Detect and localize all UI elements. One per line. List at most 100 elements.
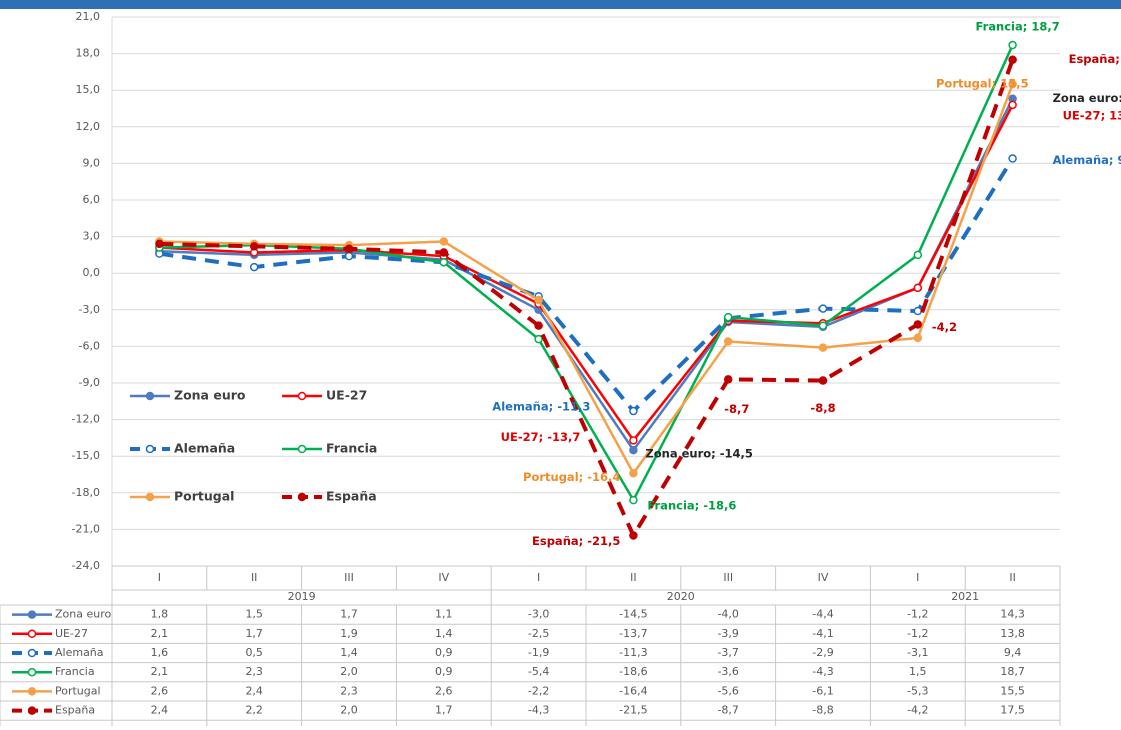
table-cell: -5,6 [717,684,738,697]
legend-marker [297,492,307,502]
table-cell: -21,5 [619,704,647,717]
table-cell: 1,4 [340,646,358,659]
data-point [534,295,543,305]
data-label: UE-27; 13,8 [1063,108,1121,122]
table-cell: 2,1 [151,627,169,640]
table-cell: 0,9 [435,665,453,678]
x-tick-label: III [344,571,354,584]
y-tick-label: 21,0 [76,10,101,23]
table-cell: 2,4 [151,704,169,717]
series-line [159,83,1014,475]
row-header: Zona euro [55,608,111,621]
y-tick-label: 0,0 [83,266,101,279]
data-point [723,375,733,384]
x-tick-label: I [916,571,919,584]
x-tick-label: II [630,571,637,584]
series-line [159,157,1015,414]
table-cell: -1,2 [907,627,928,640]
legend-label: España [326,489,377,504]
table-cell: 0,9 [435,646,453,659]
table-cell: 2,0 [340,665,358,678]
data-point [723,312,733,322]
legend-marker [27,648,37,658]
y-tick-label: 18,0 [76,47,101,60]
data-label: Alemaña; 9,4 [1053,153,1121,167]
data-point [723,337,733,346]
data-label: España; -21,5 [532,534,620,548]
data-label: España; 17,5 [1069,52,1121,66]
data-point [249,262,259,272]
y-tick-label: -6,0 [79,339,100,352]
data-label: Zona euro; -14,5 [645,447,753,461]
x-tick-label: IV [818,571,829,584]
table-cell: 1,7 [245,627,263,640]
data-point [913,283,923,293]
y-tick-label: 12,0 [76,120,101,133]
data-point [818,343,828,352]
legend-marker [27,629,37,639]
table-cell: -11,3 [619,646,647,659]
table-cell: 15,5 [1000,684,1025,697]
legend-marker [297,391,307,401]
row-header: Portugal [55,684,101,697]
legend-label: UE-27 [326,388,367,403]
table-cell: -4,3 [812,665,833,678]
table-cell: -4,2 [907,704,928,717]
data-point [439,257,449,267]
table-cell: 2,0 [340,704,358,717]
data-point [629,531,638,540]
y-tick-label: -21,0 [72,522,100,535]
data-point [249,242,259,251]
table-cell: -3,9 [717,627,738,640]
table-cell: -5,3 [907,684,928,697]
table-cell: -16,4 [619,684,647,697]
table-cell: 1,7 [435,704,453,717]
table-cell: 2,6 [151,684,169,697]
row-header: Francia [55,665,95,678]
table-cell: -4,0 [717,608,738,621]
legend-marker [27,687,37,696]
legend-label: Francia [326,441,377,456]
y-tick-label: -3,0 [79,303,100,316]
data-point [534,321,543,330]
y-tick-label: -18,0 [72,486,100,499]
data-label: -4,2 [932,320,957,334]
table-cell: -1,9 [528,646,549,659]
data-point [1008,100,1017,110]
row-header: España [55,704,95,717]
y-tick-label: -9,0 [79,376,100,389]
table-cell: -2,9 [812,646,833,659]
table-cell: -4,1 [812,627,833,640]
series-line [159,104,1014,442]
series-line [159,44,1014,502]
series-line [159,98,1014,452]
table-cell: -2,5 [528,627,549,640]
data-point [818,376,828,385]
y-tick-label: -24,0 [72,559,100,572]
legend-marker [27,667,37,677]
table-cell: 2,3 [340,684,358,697]
data-label: Francia; -18,6 [647,499,736,513]
x-tick-label: I [537,571,540,584]
data-point [534,334,543,344]
data-point [1008,154,1017,163]
table-cell: 2,2 [245,704,263,717]
data-point [629,469,638,478]
table-cell: -3,6 [717,665,738,678]
data-point [1008,55,1017,64]
data-point [439,248,449,257]
data-point [913,333,923,343]
table-cell: -8,7 [717,704,738,717]
table-cell: 18,7 [1000,665,1025,678]
x-tick-label: IV [438,571,449,584]
year-label: 2021 [951,590,979,603]
table-cell: 2,6 [435,684,453,697]
data-point [818,321,828,330]
legend-label: Zona euro [174,388,246,403]
y-tick-label: 6,0 [83,193,101,206]
y-tick-label: 9,0 [83,156,101,169]
legend-marker [145,492,155,502]
table-cell: 14,3 [1000,608,1025,621]
data-label: Portugal; 15,5 [936,77,1029,91]
